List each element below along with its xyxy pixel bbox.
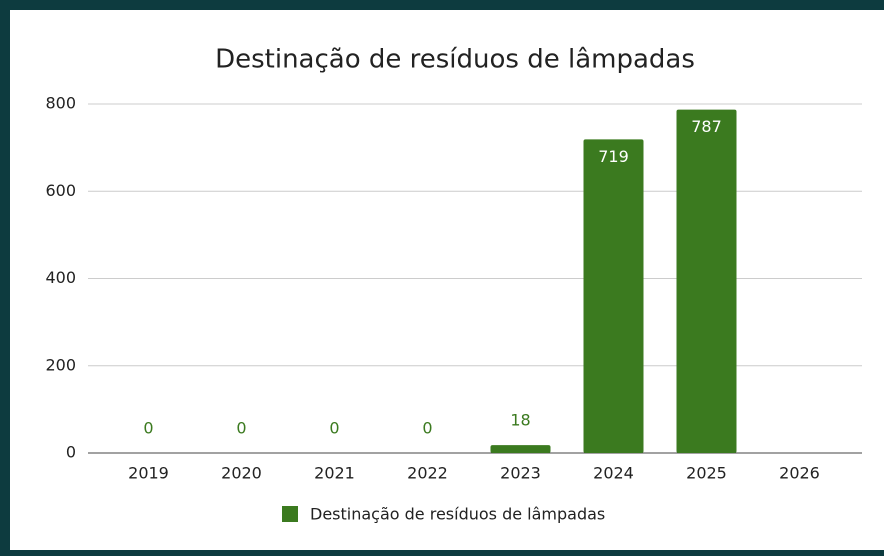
legend-swatch [282, 506, 298, 522]
bar [490, 445, 551, 453]
x-tick-label: 2021 [314, 464, 355, 483]
y-tick-label: 0 [66, 443, 76, 462]
x-tick-label: 2023 [500, 464, 541, 483]
data-label: 0 [329, 419, 339, 438]
data-label: 0 [422, 419, 432, 438]
x-tick-label: 2019 [128, 464, 169, 483]
data-label: 719 [598, 147, 629, 166]
data-label: 787 [691, 117, 722, 136]
y-tick-label: 800 [45, 94, 76, 113]
bar [676, 109, 737, 453]
data-label: 0 [236, 419, 246, 438]
chart-background [10, 10, 884, 550]
data-label: 18 [510, 411, 530, 430]
y-tick-label: 400 [45, 268, 76, 287]
legend-label: Destinação de resíduos de lâmpadas [310, 505, 605, 524]
x-tick-label: 2026 [779, 464, 820, 483]
data-label: 0 [143, 419, 153, 438]
x-tick-label: 2020 [221, 464, 262, 483]
x-tick-label: 2024 [593, 464, 634, 483]
y-tick-label: 200 [45, 355, 76, 374]
y-tick-label: 600 [45, 181, 76, 200]
x-tick-label: 2022 [407, 464, 448, 483]
x-tick-label: 2025 [686, 464, 727, 483]
chart-title: Destinação de resíduos de lâmpadas [215, 45, 695, 75]
bar [583, 139, 644, 453]
